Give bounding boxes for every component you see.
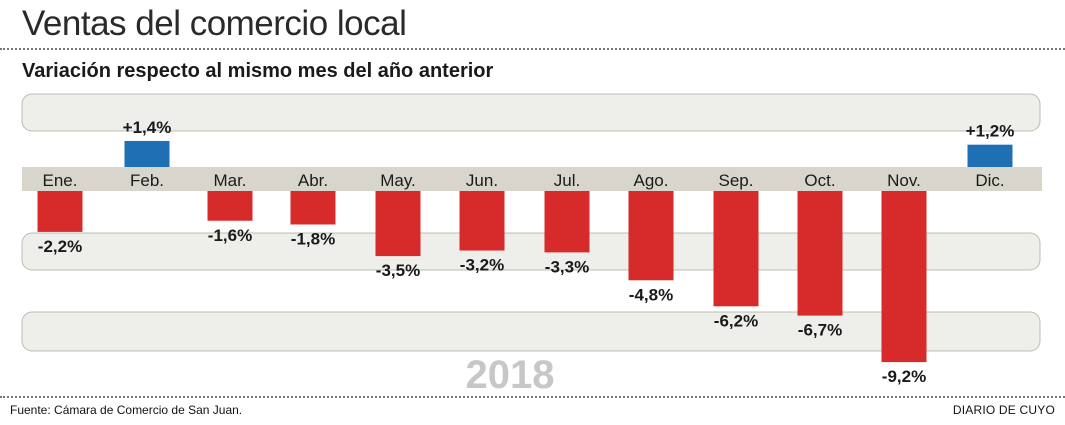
category-label: Oct.: [804, 171, 835, 190]
value-label: -3,3%: [545, 257, 589, 276]
value-label: -3,5%: [376, 261, 420, 280]
category-label: Sep.: [719, 171, 754, 190]
bar-jul: [544, 191, 590, 253]
category-label: Jun.: [466, 171, 498, 190]
bar-may: [375, 191, 421, 257]
background-band: [21, 232, 1041, 271]
footer-divider: [0, 396, 1065, 398]
bar-abr: [290, 191, 336, 225]
chart-subtitle: Variación respecto al mismo mes del año …: [22, 60, 494, 82]
bar-ene: [37, 191, 83, 232]
bar-dic: [967, 144, 1013, 167]
value-label: -1,8%: [291, 229, 335, 248]
bar-jun: [459, 191, 505, 251]
category-label: Dic.: [975, 171, 1004, 190]
category-label: Ago.: [634, 171, 669, 190]
background-band: [21, 93, 1041, 132]
publisher-credit: DIARIO DE CUYO: [952, 403, 1055, 417]
value-label: -2,2%: [38, 237, 82, 256]
bar-feb: [124, 140, 170, 167]
category-label: Feb.: [130, 171, 164, 190]
background-bands: [21, 93, 1041, 352]
chart-title: Ventas del comercio local: [22, 4, 407, 43]
bar-sep: [713, 191, 759, 307]
bar-oct: [797, 191, 843, 316]
value-label: +1,2%: [966, 122, 1015, 141]
source-note: Fuente: Cámara de Comercio de San Juan.: [10, 403, 243, 417]
bar-ago: [628, 191, 674, 281]
value-label: -9,2%: [882, 367, 926, 386]
axis-band: [22, 167, 1042, 191]
category-label: Mar.: [213, 171, 246, 190]
bar-nov: [881, 191, 927, 363]
value-label: -6,7%: [798, 321, 842, 340]
value-label: -1,6%: [208, 226, 252, 245]
value-label: +1,4%: [123, 118, 172, 137]
category-label: Nov.: [887, 171, 921, 190]
category-label: Jul.: [554, 171, 580, 190]
category-label: Ene.: [43, 171, 78, 190]
background-band: [21, 311, 1041, 352]
value-label: -3,2%: [460, 256, 504, 275]
bar-mar: [207, 191, 253, 221]
year-label: 2018: [466, 353, 555, 397]
category-label: Abr.: [298, 171, 328, 190]
category-label: May.: [380, 171, 416, 190]
title-divider: [0, 48, 1065, 50]
value-label: -4,8%: [629, 285, 673, 304]
value-label: -6,2%: [714, 311, 758, 330]
